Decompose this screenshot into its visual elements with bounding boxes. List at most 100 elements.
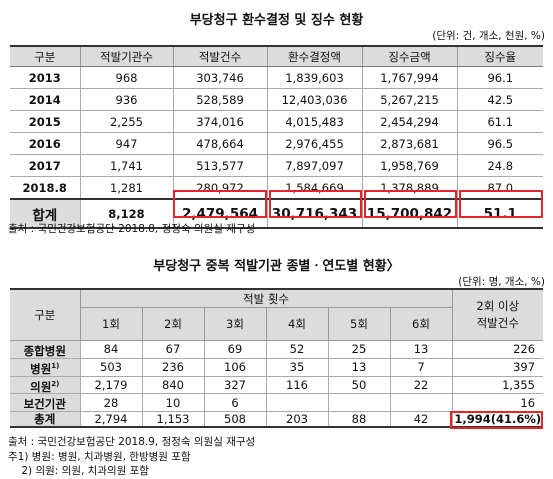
cell: 303,746 — [172, 66, 267, 89]
cell: 116 — [265, 376, 328, 395]
table1-source: 출처 : 국민건강보험공단 2018.8, 정정숙 의원실 재구성 — [8, 223, 256, 235]
cell: 478,664 — [172, 132, 267, 155]
cell-year: 2015 — [10, 110, 80, 133]
header-6x: 6회 — [389, 307, 453, 341]
header-detection-count: 적발 횟수 — [79, 288, 453, 308]
cell: 42 — [389, 411, 453, 429]
cell: 513,577 — [172, 154, 267, 177]
cell-year: 2014 — [10, 88, 80, 111]
header-multi-line1: 2회 이상 — [476, 299, 520, 313]
cell: 2,976,455 — [266, 132, 362, 155]
header-collected-amount: 징수금액 — [361, 45, 457, 67]
table-row: 2017 1,741 513,577 7,897,097 1,958,769 2… — [10, 154, 543, 177]
header-collection-rate: 징수율 — [456, 45, 543, 67]
row-label: 병원1) — [10, 358, 80, 377]
total-label: 총계 — [10, 411, 80, 429]
header-multi-line2: 적발건수 — [476, 316, 519, 330]
header-recovery-amount: 환수결정액 — [266, 45, 362, 67]
duplicate-detection-table: 구분 적발 횟수 2회 이상 적발건수 1회 2회 3회 4회 5회 6회 종합… — [10, 288, 544, 429]
cell: 106 — [203, 358, 266, 377]
cell: 69 — [203, 340, 266, 359]
table1-unit: (단위: 건, 개소, 천원, %) — [432, 30, 545, 42]
cell: 968 — [79, 66, 173, 89]
cell-year: 2016 — [10, 132, 80, 155]
cell: 236 — [141, 358, 204, 377]
cell: 96.5 — [456, 132, 543, 155]
cell: 528,589 — [172, 88, 267, 111]
cell: 13 — [327, 358, 390, 377]
cell: 2,873,681 — [361, 132, 457, 155]
header-1x: 1회 — [79, 307, 143, 341]
cell-year: 2018.8 — [10, 176, 80, 200]
header-5x: 5회 — [327, 307, 391, 341]
table2-unit: (단위: 명, 개소, %) — [458, 276, 545, 288]
cell: 397 — [451, 358, 544, 377]
table2-note1: 주1) 병원: 병원, 치과병원, 한방병원 포함 — [8, 451, 191, 463]
cell: 10 — [141, 393, 204, 413]
table-row: 병원1) 503 236 106 35 13 7 397 — [10, 358, 544, 377]
cell: 28 — [79, 393, 142, 413]
table1-title: 부당청구 환수결정 및 징수 현황 — [189, 13, 364, 28]
table1-total-row: 합계 8,128 2,479,564 30,716,343 15,700,842… — [10, 198, 543, 229]
table-row: 2016 947 478,664 2,976,455 2,873,681 96.… — [10, 132, 543, 155]
table-row: 보건기관 28 10 6 16 — [10, 393, 544, 413]
cell: 67 — [141, 340, 204, 359]
cell: 25 — [327, 340, 390, 359]
row-label: 종합병원 — [10, 340, 80, 359]
table1-header-row: 구분 적발기관수 적발건수 환수결정액 징수금액 징수율 — [10, 45, 543, 67]
highlight-box — [269, 190, 362, 218]
table2-note2: 2) 의원: 의원, 치과의원 포함 — [8, 465, 149, 477]
cell: 2,794 — [79, 411, 142, 429]
cell: 374,016 — [172, 110, 267, 133]
cell: 52 — [265, 340, 328, 359]
cell: 13 — [389, 340, 453, 359]
cell: 12,403,036 — [266, 88, 362, 111]
cell — [265, 393, 328, 413]
total-institutions: 8,128 — [79, 198, 173, 229]
cell: 226 — [451, 340, 544, 359]
cell: 1,355 — [451, 376, 544, 395]
cell: 84 — [79, 340, 142, 359]
cell: 24.8 — [456, 154, 543, 177]
cell: 327 — [203, 376, 266, 395]
cell: 5,267,215 — [361, 88, 457, 111]
cell: 61.1 — [456, 110, 543, 133]
cell: 96.1 — [456, 66, 543, 89]
cell: 1,281 — [79, 176, 173, 200]
cell: 1,741 — [79, 154, 173, 177]
cell: 88 — [327, 411, 390, 429]
row-label: 의원2) — [10, 376, 80, 395]
cell: 203 — [265, 411, 328, 429]
cell: 4,015,483 — [266, 110, 362, 133]
cell: 2,255 — [79, 110, 173, 133]
cell: 50 — [327, 376, 390, 395]
table2-source: 출처 : 국민건강보험공단 2018.9, 정정숙 의원실 재구성 — [8, 436, 256, 448]
header-cases: 적발건수 — [172, 45, 267, 67]
cell: 35 — [265, 358, 328, 377]
header-2x: 2회 — [141, 307, 205, 341]
highlight-box — [173, 190, 267, 218]
cell: 2,454,294 — [361, 110, 457, 133]
cell: 7,897,097 — [266, 154, 362, 177]
table-row: 의원2) 2,179 840 327 116 50 22 1,355 — [10, 376, 544, 395]
cell: 1,839,603 — [266, 66, 362, 89]
cell: 508 — [203, 411, 266, 429]
highlight-box — [364, 190, 457, 218]
table-row: 종합병원 84 67 69 52 25 13 226 — [10, 340, 544, 359]
cell: 1,767,994 — [361, 66, 457, 89]
cell: 2,179 — [79, 376, 142, 395]
cell-year: 2017 — [10, 154, 80, 177]
recovery-collection-table: 구분 적발기관수 적발건수 환수결정액 징수금액 징수율 2013 968 30… — [10, 45, 543, 229]
table-row: 2014 936 528,589 12,403,036 5,267,215 42… — [10, 88, 543, 111]
header-4x: 4회 — [265, 307, 329, 341]
highlight-box — [459, 190, 543, 218]
cell: 6 — [203, 393, 266, 413]
row-label: 보건기관 — [10, 393, 80, 413]
header-3x: 3회 — [203, 307, 267, 341]
cell: 42.5 — [456, 88, 543, 111]
cell: 503 — [79, 358, 142, 377]
header-institutions: 적발기관수 — [79, 45, 173, 67]
cell — [389, 393, 453, 413]
table2-total-row: 총계 2,794 1,153 508 203 88 42 1,994(41.6%… — [10, 411, 544, 429]
cell: 16 — [451, 393, 544, 413]
